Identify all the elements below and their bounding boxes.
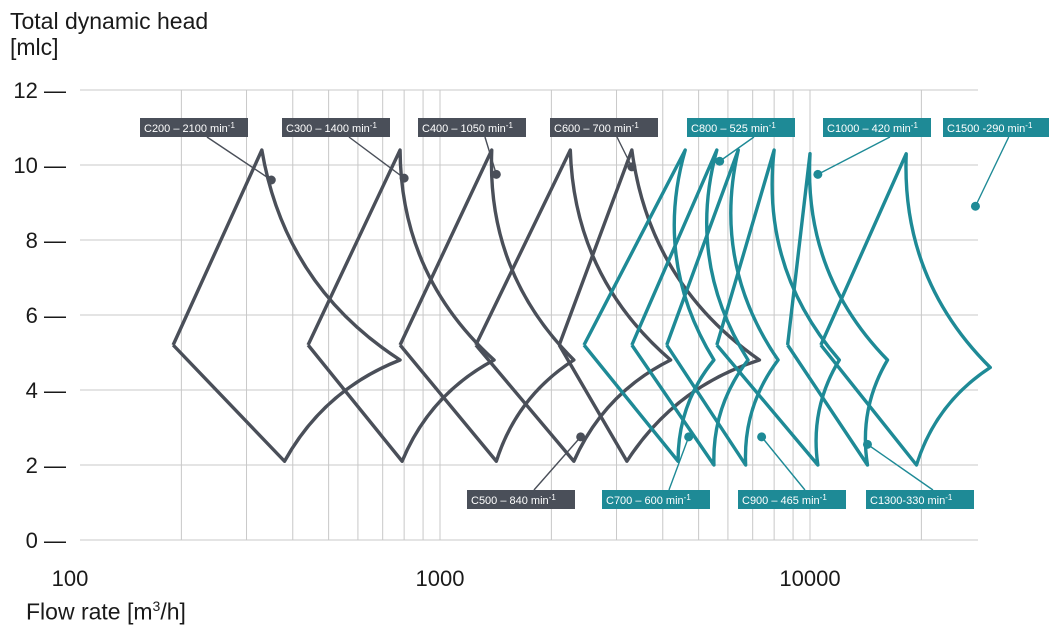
annotation-dot	[715, 156, 725, 166]
y-tick-label: 4 —	[26, 378, 66, 403]
annotation-label: C1500 -290 min-1	[947, 121, 1033, 135]
y-tick-label: 10 —	[13, 153, 66, 178]
annotation-dot	[862, 439, 872, 449]
annotation-dot	[970, 201, 980, 211]
series-curve	[785, 152, 890, 467]
y-axis-ticks: 0 — 2 — 4 — 6 — 8 — 10 — 12 —	[13, 78, 66, 553]
annotation-label: C700 – 600 min-1	[606, 493, 691, 507]
annotation-label-box	[943, 118, 1049, 137]
series-curve	[557, 148, 762, 463]
series-curve	[819, 152, 992, 467]
annotation-label-box	[418, 118, 526, 137]
annotation-dot	[266, 175, 276, 185]
annotation-label: C300 – 1400 min-1	[286, 121, 377, 135]
annotation-label: C900 – 465 min-1	[742, 493, 827, 507]
annotation-leader	[867, 443, 934, 491]
annotation-label-box	[467, 490, 575, 509]
annotation-leader	[348, 136, 405, 179]
annotation-label-box	[550, 118, 658, 137]
y-tick-label: 2 —	[26, 453, 66, 478]
annotation-leader	[484, 136, 498, 175]
annotation-label: C600 – 700 min-1	[554, 121, 639, 135]
annotation-leader	[719, 136, 755, 162]
annotation-dot	[576, 432, 586, 442]
series-curve	[715, 148, 841, 467]
grid	[80, 89, 978, 541]
annotation-label: C400 – 1050 min-1	[422, 121, 513, 135]
annotation-label-box	[823, 118, 931, 137]
annotation-dot	[813, 169, 823, 179]
annotation-label: C500 – 840 min-1	[471, 493, 556, 507]
series-curve	[171, 148, 402, 463]
annotation-dot	[757, 432, 767, 442]
y-tick-label: 0 —	[26, 528, 66, 553]
x-tick-label: 1000	[416, 566, 465, 591]
series-curve	[582, 148, 716, 463]
annotation-leader	[533, 436, 582, 491]
series-curve	[474, 148, 673, 463]
y-tick-label: 8 —	[26, 228, 66, 253]
annotation-label: C1000 – 420 min-1	[827, 121, 918, 135]
annotation-dot	[399, 173, 409, 183]
annotation-label: C200 – 2100 min-1	[144, 121, 235, 135]
annotation-leader	[761, 436, 806, 491]
y-axis-label-line2: [mlc]	[10, 34, 59, 60]
annotation-leader	[206, 136, 272, 181]
x-tick-label: 100	[52, 566, 89, 591]
annotation-dot	[684, 432, 694, 442]
annotation-label: C800 – 525 min-1	[691, 121, 776, 135]
annotation-label-box	[687, 118, 795, 137]
annotation-dot	[491, 169, 501, 179]
annotation-label-box	[866, 490, 974, 509]
annotation-leader	[974, 136, 1010, 207]
x-tick-label: 10000	[779, 566, 840, 591]
y-axis-label-line1: Total dynamic head	[10, 8, 209, 34]
annotation-label-box	[738, 490, 846, 509]
annotation-leader	[616, 136, 633, 168]
series-curve	[665, 148, 780, 467]
x-axis-label: Flow rate [m3/h]	[26, 598, 186, 625]
annotation-label-box	[140, 118, 248, 137]
annotation-group: C200 – 2100 min-1 C300 – 1400 min-1 C400 –…	[140, 118, 1049, 509]
series-group	[171, 148, 992, 467]
y-tick-label: 12 —	[13, 78, 66, 103]
annotation-label: C1300-330 min-1	[870, 493, 953, 507]
annotation-label-box	[282, 118, 390, 137]
x-axis-ticks: 100 1000 10000	[52, 566, 841, 591]
annotation-leader	[668, 436, 690, 491]
y-tick-label: 6 —	[26, 303, 66, 328]
annotation-dot	[627, 162, 637, 172]
annotation-leader	[817, 136, 891, 175]
annotation-label-box	[602, 490, 710, 509]
series-curve	[306, 148, 496, 463]
series-curve	[630, 148, 750, 467]
